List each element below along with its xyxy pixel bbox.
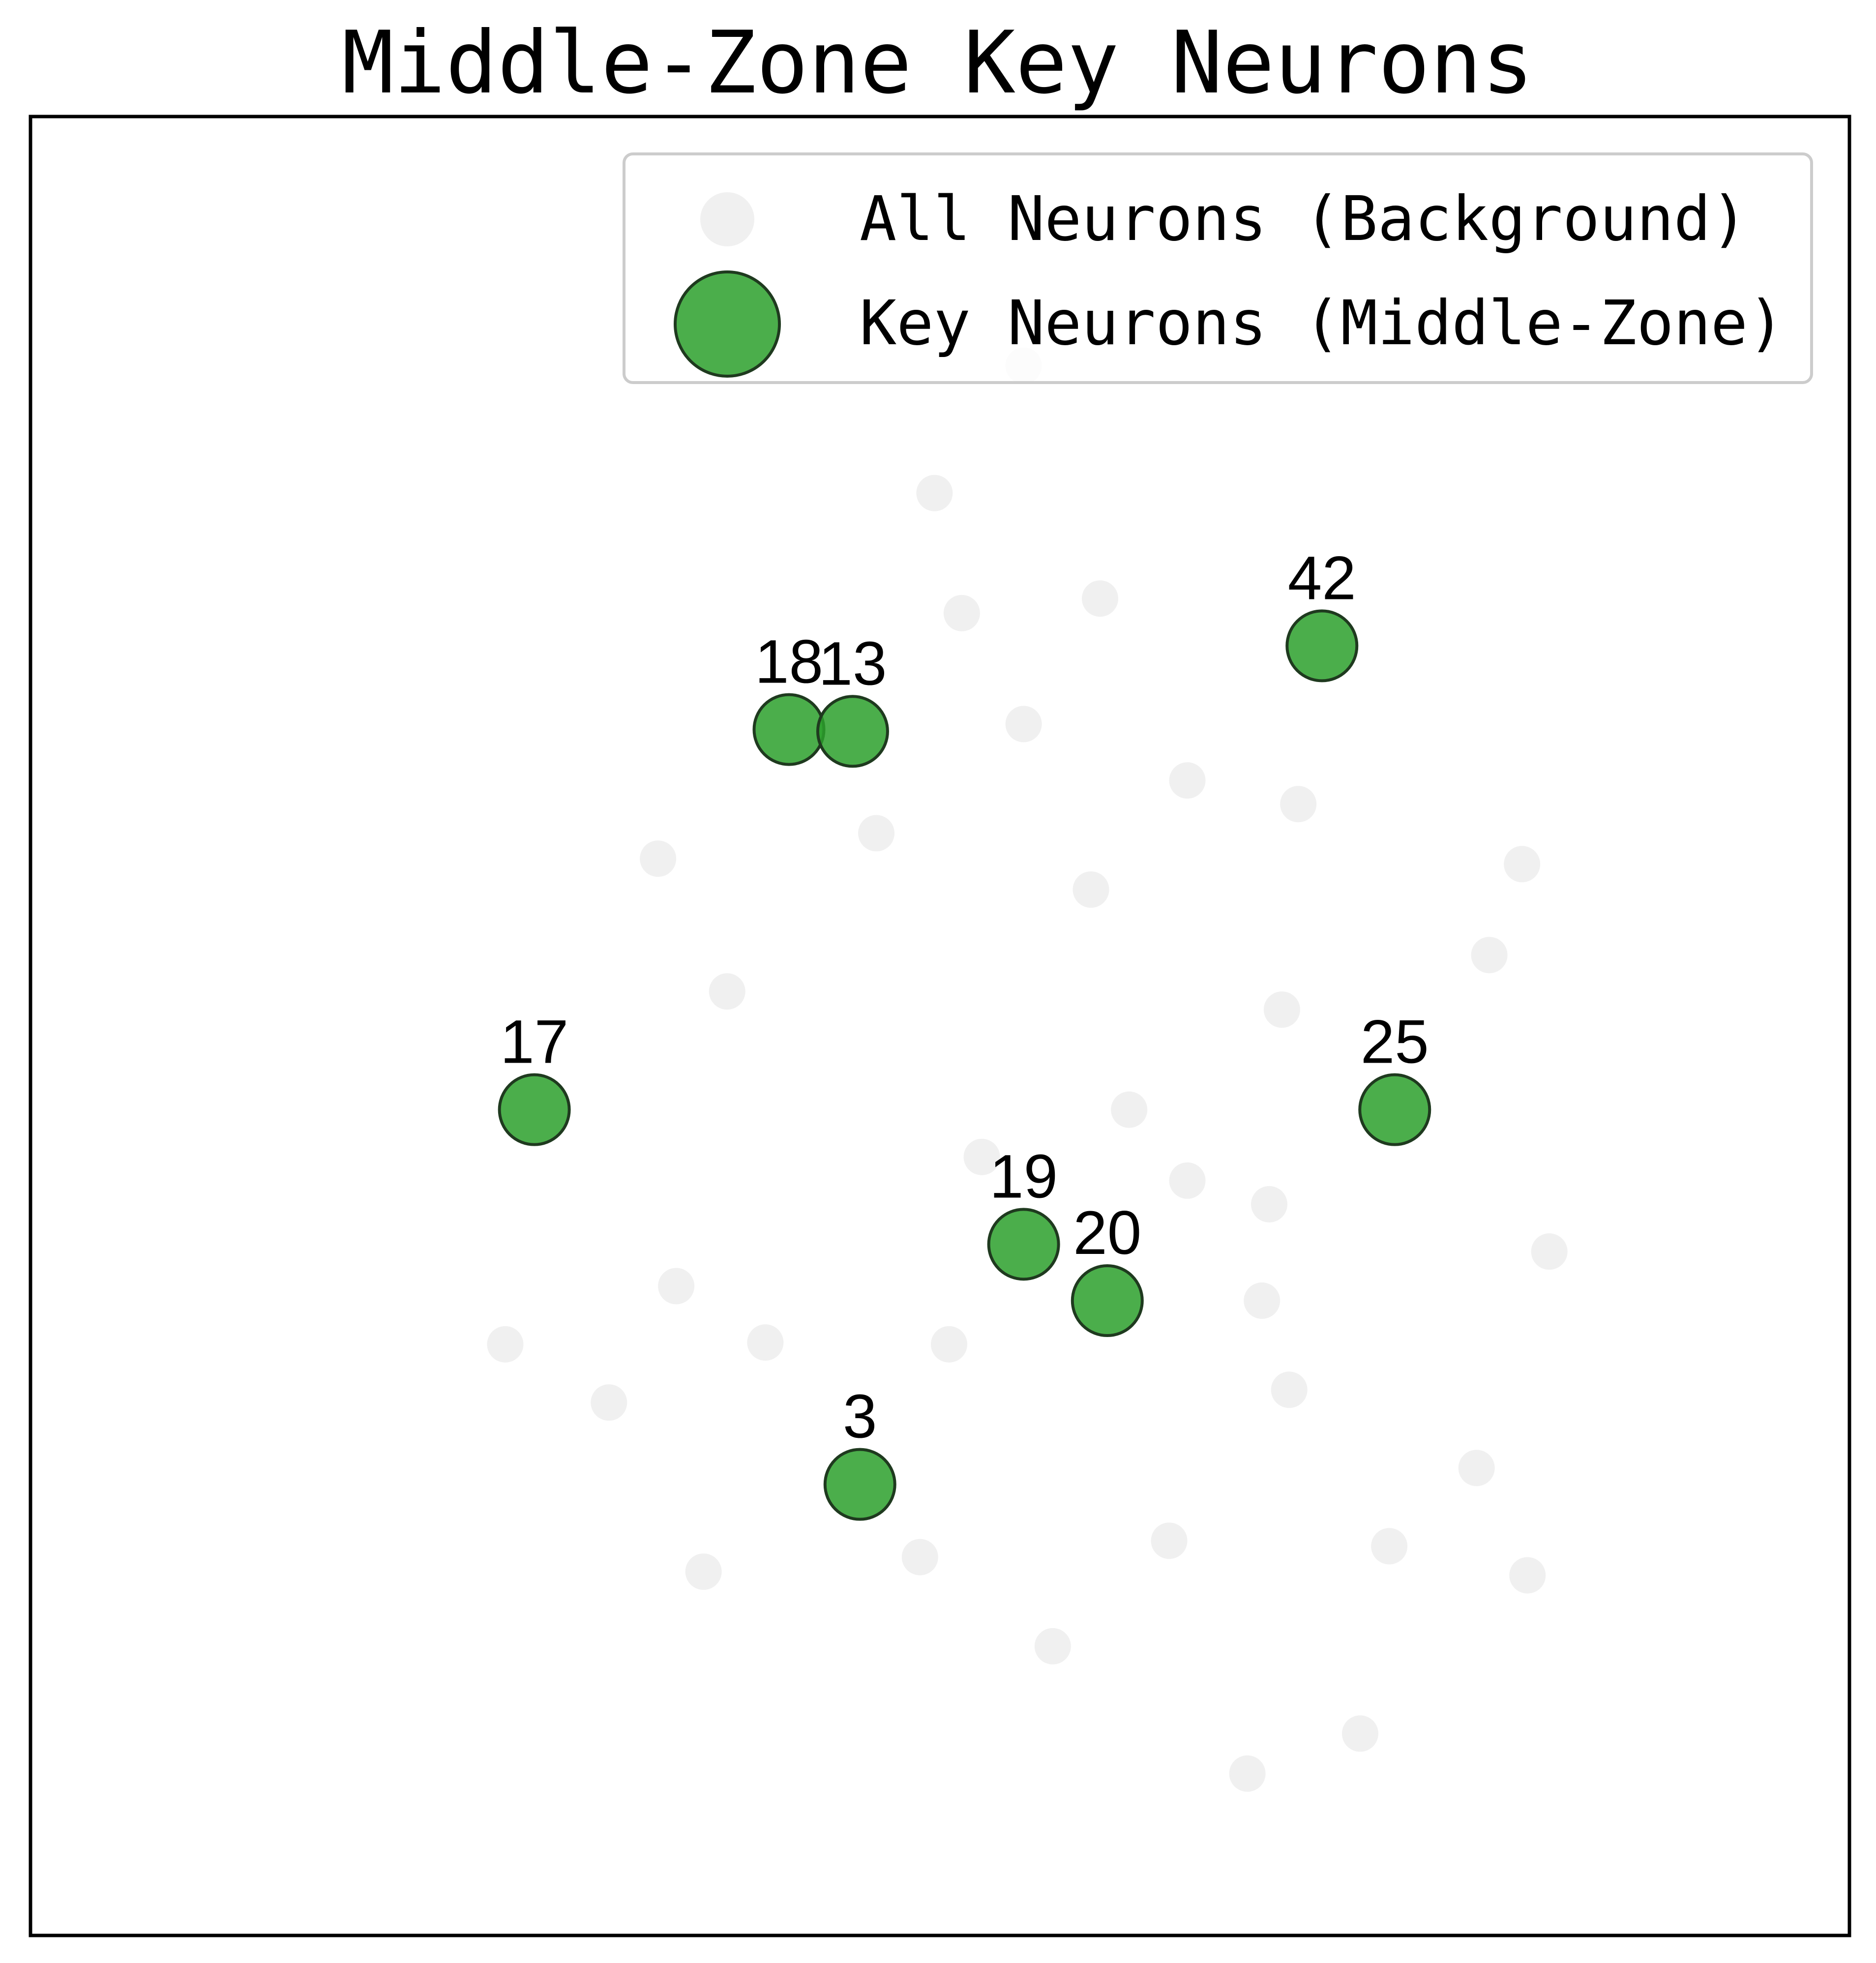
key-neuron-point [987, 1208, 1060, 1281]
background-neuron-point [747, 1324, 784, 1361]
background-neuron-point [658, 1268, 695, 1305]
background-neuron-point [963, 1138, 1000, 1175]
plot-frame [29, 115, 1851, 1937]
background-neuron-point [1341, 1715, 1378, 1752]
background-neuron-point [1531, 1233, 1568, 1270]
background-neuron-point [640, 840, 677, 877]
key-neuron-point [816, 695, 889, 768]
background-neuron-point [930, 1326, 967, 1363]
key-neuron-label: 19 [989, 1142, 1058, 1211]
background-neuron-point [1280, 786, 1317, 823]
background-neuron-point [1229, 1755, 1266, 1792]
legend-marker-background [700, 192, 754, 246]
background-neuron-point [1251, 1186, 1288, 1223]
background-neuron-point [685, 1553, 722, 1590]
background-neuron-point [1471, 937, 1508, 974]
background-neuron-point [591, 1384, 627, 1421]
background-neuron-point [1169, 762, 1206, 799]
key-neuron-label: 17 [500, 1008, 568, 1076]
background-neuron-point [1072, 871, 1109, 908]
background-neuron-point [1151, 1522, 1188, 1559]
legend-label-background: All Neurons (Background) [860, 183, 1748, 255]
background-neuron-point [1504, 846, 1541, 883]
background-neuron-point [1244, 1282, 1280, 1319]
background-neuron-point [916, 475, 953, 511]
key-neuron-label: 25 [1361, 1008, 1429, 1076]
background-neuron-point [1034, 1628, 1071, 1665]
background-neuron-point [1169, 1162, 1206, 1199]
background-neuron-point [1005, 706, 1042, 743]
key-neuron-label: 20 [1073, 1199, 1141, 1267]
background-neuron-point [1271, 1371, 1308, 1408]
background-neuron-point [1458, 1450, 1495, 1487]
legend-label-key: Key Neurons (Middle-Zone) [860, 288, 1785, 359]
background-neuron-point [1082, 580, 1119, 617]
key-neuron-point [752, 693, 826, 766]
background-neuron-point [1371, 1528, 1408, 1565]
key-points-layer [498, 609, 1431, 1521]
key-neuron-point [1285, 609, 1359, 683]
key-neuron-point [498, 1073, 571, 1146]
background-neuron-point [1111, 1091, 1148, 1128]
background-neuron-point [1509, 1557, 1546, 1594]
background-neuron-point [901, 1539, 938, 1576]
key-neuron-label: 18 [755, 628, 823, 696]
background-neuron-point [858, 815, 895, 852]
legend-box [623, 152, 1813, 384]
legend-marker-key [674, 270, 781, 378]
key-neuron-label: 13 [818, 629, 887, 698]
key-neuron-label: 3 [843, 1383, 877, 1451]
background-neuron-point [1263, 991, 1300, 1028]
background-neuron-point [709, 973, 745, 1010]
legend: All Neurons (Background) Key Neurons (Mi… [623, 152, 1813, 384]
background-neuron-point [487, 1326, 524, 1363]
key-neuron-point [823, 1448, 896, 1521]
background-neuron-point [943, 595, 980, 631]
chart-title: Middle-Zone Key Neurons [342, 13, 1533, 113]
key-neuron-point [1071, 1264, 1144, 1338]
key-neuron-label: 42 [1288, 544, 1356, 612]
key-neuron-point [1358, 1073, 1431, 1146]
background-points-layer [487, 347, 1568, 1792]
